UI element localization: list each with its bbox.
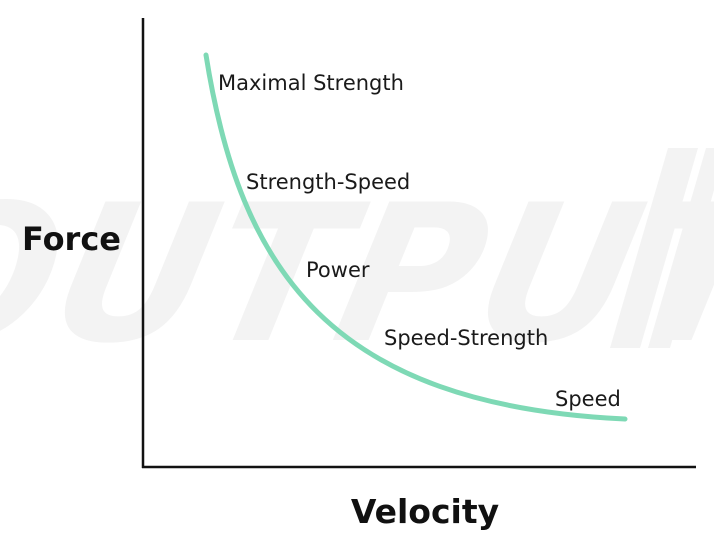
watermark-text: OUTPUT [0, 165, 714, 386]
annotation-label-power: Power [306, 258, 370, 282]
x-axis-title: Velocity [351, 492, 499, 531]
annotation-label-strength-speed: Strength-Speed [246, 170, 410, 194]
watermark-slash-1 [610, 148, 698, 348]
annotation-label-maximal-strength: Maximal Strength [218, 71, 404, 95]
force-velocity-curve [203, 52, 628, 422]
annotation-label-speed-strength: Speed-Strength [384, 326, 548, 350]
watermark-logo: OUTPUT [0, 148, 714, 385]
watermark-slash-2 [648, 148, 714, 348]
annotation-label-speed: Speed [555, 387, 621, 411]
y-axis-title: Force [22, 220, 121, 258]
